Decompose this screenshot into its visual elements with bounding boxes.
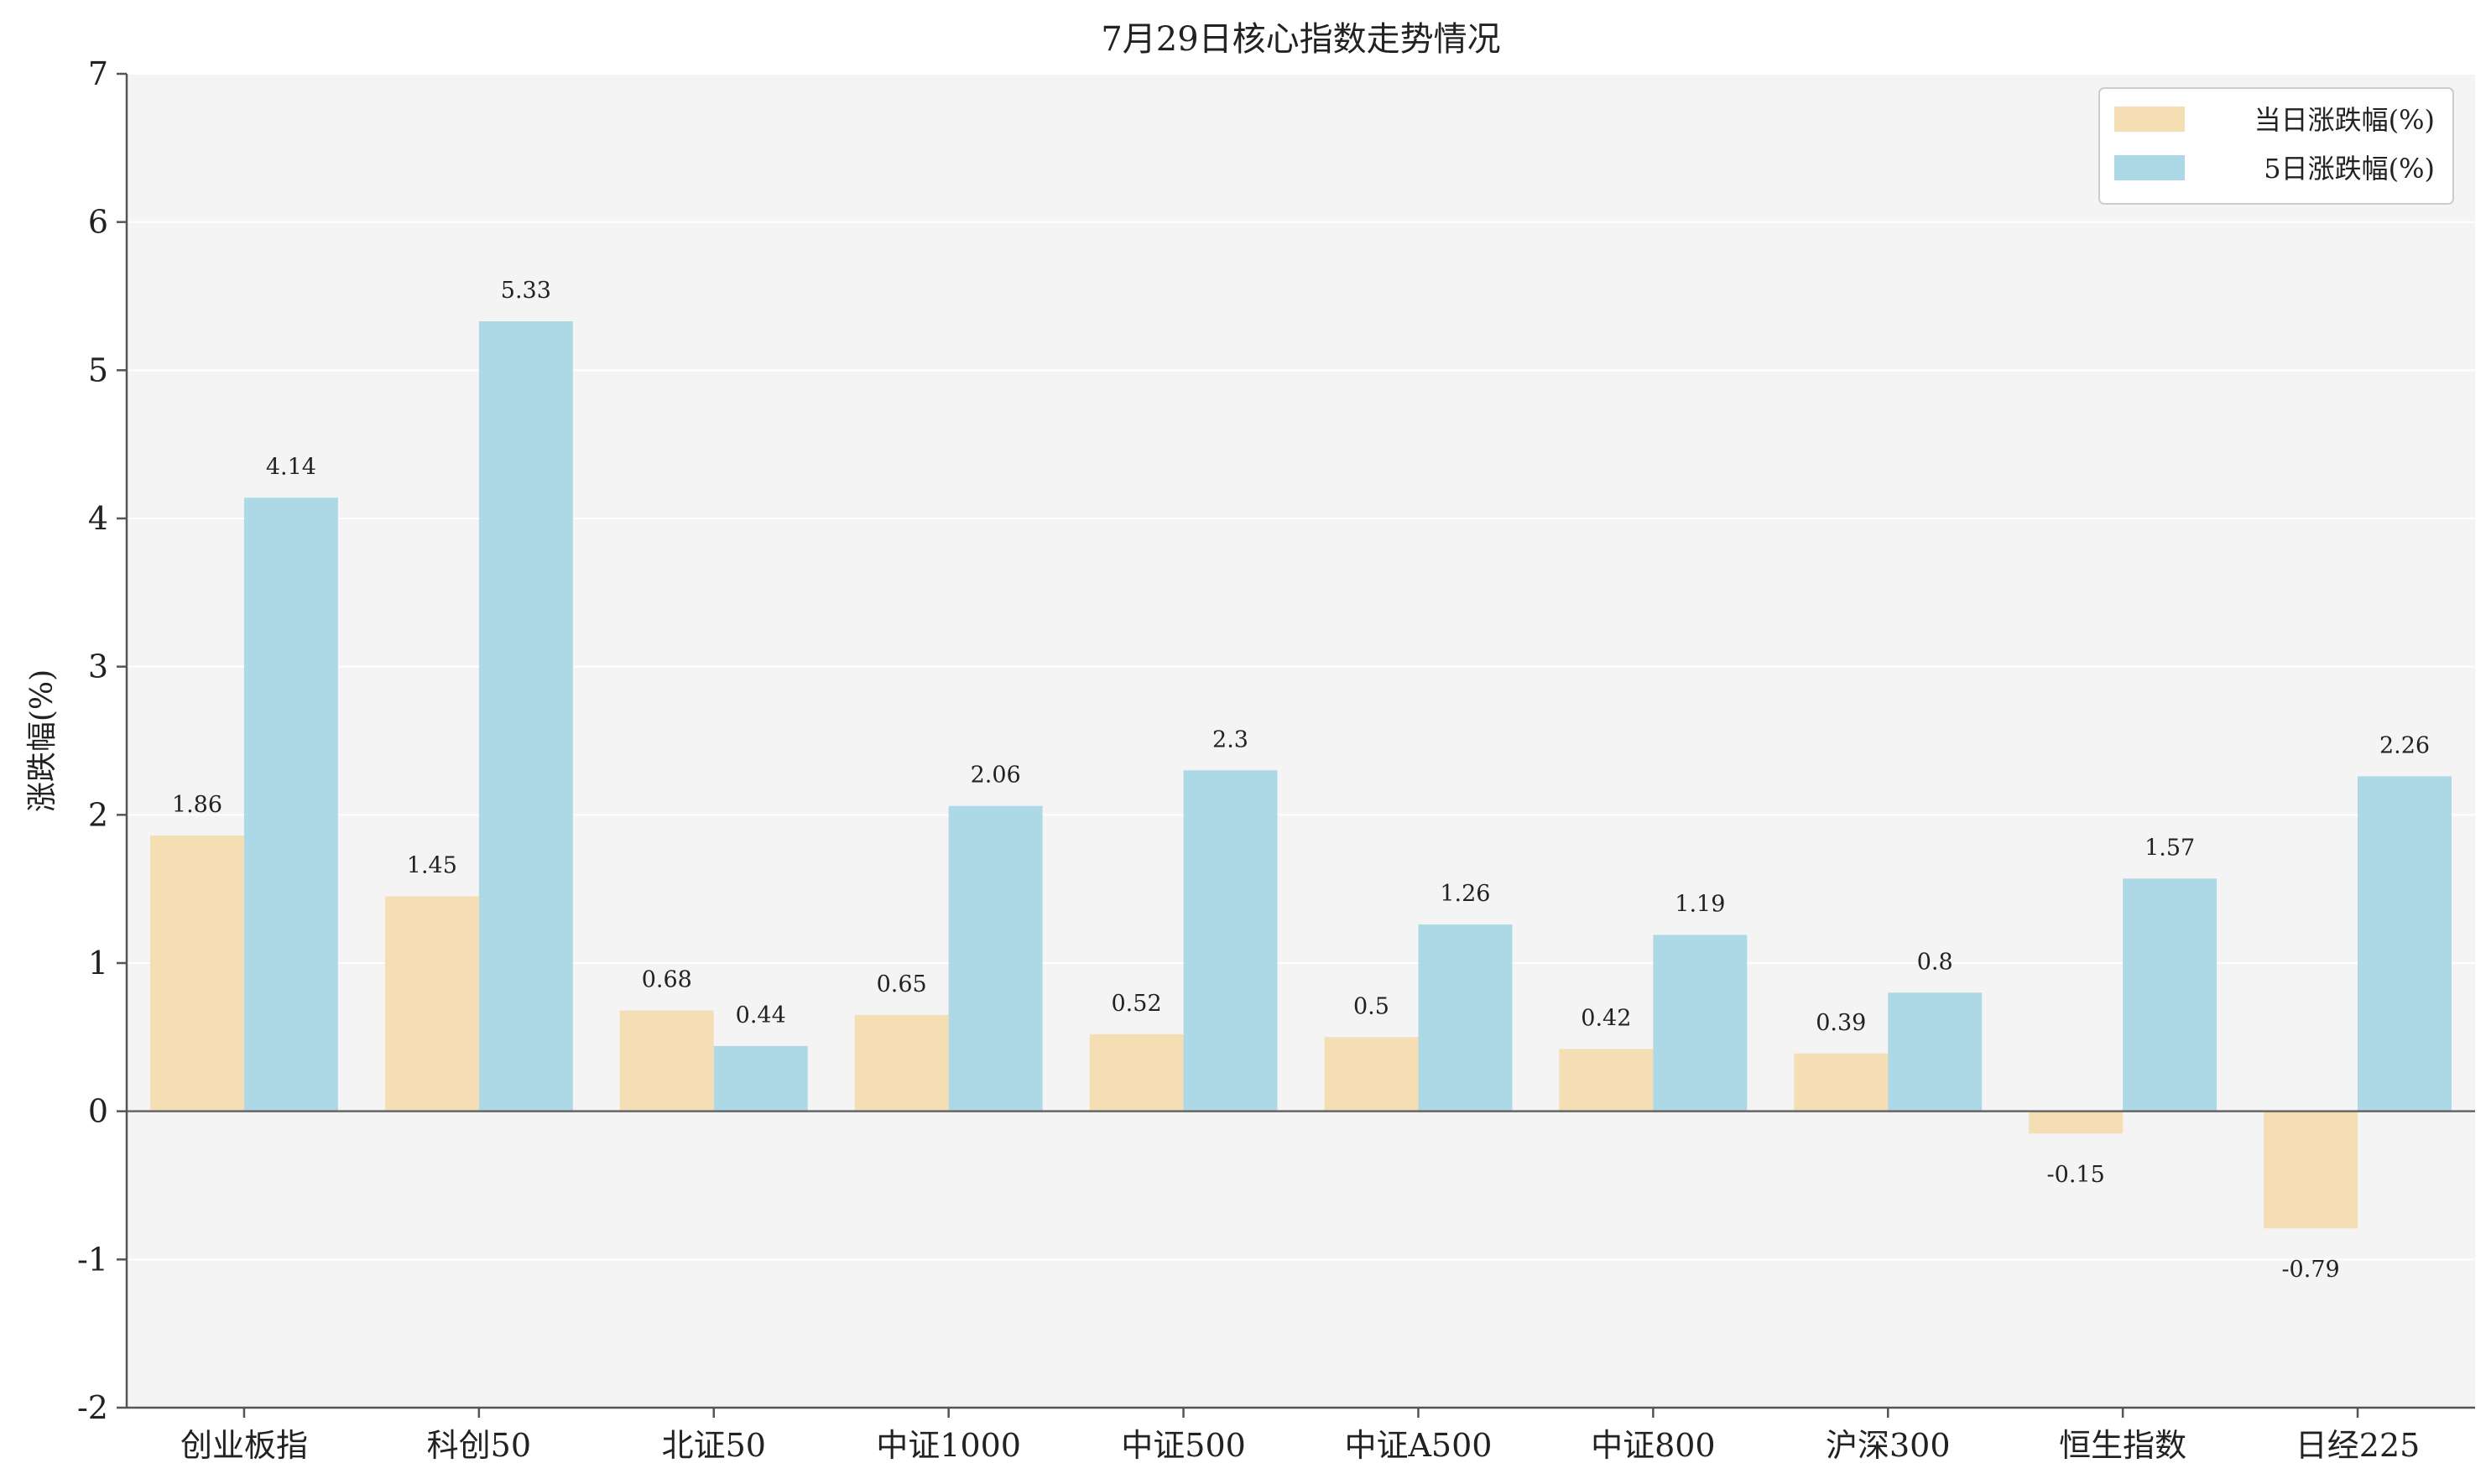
tick-labels: -2 -1 0 1 2 3 4 5 6 7 创业板指 科创50 北证50 中证1000 中证500 中证A50… <box>77 55 2420 1464</box>
y-tick-label: 0 <box>88 1093 108 1130</box>
legend-swatch <box>2114 155 2185 180</box>
x-tick-label: 中证1000 <box>876 1427 1021 1464</box>
bar-daily <box>619 1010 714 1112</box>
bar-five-day <box>1418 924 1513 1112</box>
bar-five-day <box>2358 776 2452 1112</box>
data-label: 5.33 <box>501 278 551 304</box>
data-label: 0.65 <box>877 971 927 997</box>
axes <box>117 72 2475 1418</box>
bar-daily <box>854 1014 949 1112</box>
bar-daily <box>149 836 244 1112</box>
y-tick-label: 6 <box>88 204 108 241</box>
bar-daily <box>1089 1034 1184 1112</box>
data-label: 0.39 <box>1816 1010 1866 1036</box>
data-label: 2.06 <box>971 763 1021 789</box>
bar-five-day <box>243 497 338 1112</box>
bar-daily <box>384 896 479 1112</box>
x-tick-label: 恒生指数 <box>2059 1427 2186 1464</box>
bar-daily <box>2264 1111 2358 1229</box>
data-label: 0.44 <box>736 1002 786 1028</box>
bar-daily <box>1559 1049 1654 1112</box>
legend-swatch <box>2114 107 2185 132</box>
y-tick-label: -2 <box>77 1389 108 1426</box>
data-label: 1.86 <box>172 792 222 818</box>
data-label: -0.79 <box>2281 1257 2339 1283</box>
legend: 当日涨跌幅(%) 5日涨跌幅(%) <box>2098 87 2454 205</box>
data-label: 0.42 <box>1581 1005 1631 1031</box>
y-tick-label: 4 <box>88 500 108 537</box>
y-tick-label: 3 <box>88 648 108 685</box>
data-label: 1.45 <box>407 853 457 879</box>
x-tick-label: 日经225 <box>2296 1427 2421 1464</box>
data-label: -0.15 <box>2047 1162 2105 1188</box>
chart-title: 7月29日核心指数走势情况 <box>1101 20 1500 59</box>
data-label: 1.26 <box>1440 881 1490 907</box>
data-label: 1.57 <box>2144 835 2195 861</box>
y-tick-label: -1 <box>77 1241 108 1278</box>
bar-five-day <box>1888 992 1983 1112</box>
bar-daily <box>1794 1053 1889 1112</box>
bar-five-day <box>1183 770 1278 1112</box>
x-tick-label: 创业板指 <box>180 1427 308 1464</box>
data-label: 0.68 <box>642 967 692 993</box>
bar-daily <box>2029 1111 2124 1134</box>
data-label: 4.14 <box>266 454 316 480</box>
y-tick-label: 5 <box>88 351 108 388</box>
x-tick-label: 沪深300 <box>1826 1427 1951 1464</box>
bar-five-day <box>1653 935 1748 1112</box>
x-tick-label: 北证50 <box>662 1427 766 1464</box>
y-axis-label: 涨跌幅(%) <box>25 669 60 812</box>
bar-five-day <box>948 805 1043 1112</box>
bar-five-day <box>2123 878 2217 1112</box>
x-tick-label: 中证A500 <box>1344 1427 1492 1464</box>
bar-daily <box>1324 1037 1419 1112</box>
y-tick-label: 1 <box>88 945 108 982</box>
y-tick-label: 2 <box>88 796 108 833</box>
data-label: 2.26 <box>2379 732 2430 758</box>
data-label: 0.8 <box>1917 949 1953 975</box>
data-labels: 1.86 1.45 0.68 0.65 0.52 0.5 0.42 0.39 -0.15 -0.7… <box>172 278 2430 1283</box>
x-tick-label: 中证500 <box>1121 1427 1246 1464</box>
data-label: 1.19 <box>1675 891 1725 917</box>
legend-label: 当日涨跌幅(%) <box>2254 104 2435 136</box>
bars <box>149 321 2452 1229</box>
x-tick-label: 科创50 <box>427 1427 531 1464</box>
data-label: 0.52 <box>1112 991 1162 1017</box>
data-label: 0.5 <box>1353 993 1389 1019</box>
bar-five-day <box>478 321 573 1112</box>
x-tick-label: 中证800 <box>1591 1427 1716 1464</box>
legend-label: 5日涨跌幅(%) <box>2264 153 2435 185</box>
y-tick-label: 7 <box>88 55 108 92</box>
bar-five-day <box>713 1045 808 1112</box>
data-label: 2.3 <box>1212 726 1248 752</box>
legend-box <box>2098 87 2454 205</box>
